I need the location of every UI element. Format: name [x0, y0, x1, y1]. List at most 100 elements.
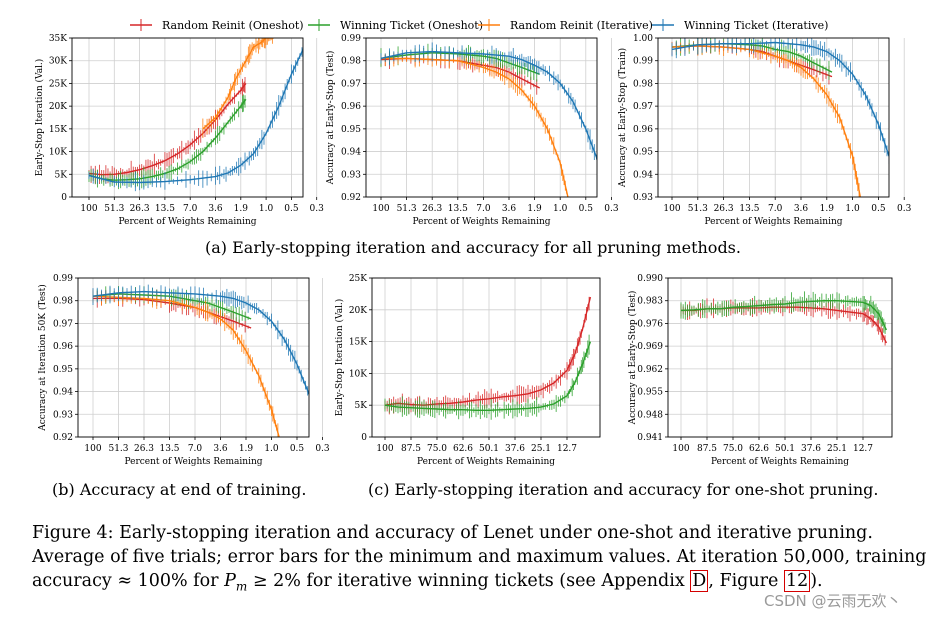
y-tick-label: 0.93: [633, 193, 653, 203]
x-axis-label: Percent of Weights Remaining: [412, 217, 550, 227]
y-tick-label: 15K: [349, 338, 367, 348]
series-random-reinit-oneshot: [680, 297, 888, 346]
caption-text: ).: [810, 571, 823, 591]
axes: 100 51.3 26.3 13.5 7.0 3.6 1.9 1.0 0.5 0.3 0.92 0.9…: [37, 274, 330, 467]
x-tick-label: 1.0: [845, 204, 860, 214]
y-tick-label: 0.98: [53, 297, 73, 307]
x-tick-label: 51.3: [397, 204, 417, 214]
x-tick-label: 62.6: [749, 444, 769, 454]
x-tick-label: 1.9: [234, 204, 249, 214]
series-line: [92, 295, 280, 437]
caption-line-1: Figure 4: Early-stopping iteration and a…: [32, 523, 873, 543]
legend-entry-random-reinit-iterative: Random Reinit (Iterative): [478, 19, 653, 32]
x-tick-label: 75.0: [427, 444, 447, 454]
y-tick-label: 0.948: [637, 410, 663, 420]
x-tick-label: 1.0: [553, 204, 568, 214]
x-tick-label: 13.5: [159, 444, 179, 454]
y-axis-label: Accuracy at Early-Stop (Test): [627, 291, 638, 426]
x-tick-label: 3.6: [213, 444, 228, 454]
figure-link[interactable]: 12: [783, 570, 811, 592]
x-axis-label: Percent of Weights Remaining: [118, 217, 256, 227]
x-tick-label: 0.3: [897, 204, 912, 214]
x-tick-label: 0.3: [604, 204, 619, 214]
y-tick-label: 0.962: [637, 365, 663, 375]
x-tick-label: 3.6: [208, 204, 223, 214]
x-tick-label: 25.1: [827, 444, 847, 454]
x-axis-label: Percent of Weights Remaining: [711, 457, 849, 467]
x-tick-label: 7.0: [476, 204, 491, 214]
legend: Random Reinit (Oneshot) Winning Ticket (…: [130, 19, 828, 32]
x-tick-label: 13.5: [739, 204, 759, 214]
series-line: [380, 50, 597, 161]
legend-entry-winning-ticket-iterative: Winning Ticket (Iterative): [652, 19, 828, 32]
y-tick-label: 0.96: [53, 342, 73, 352]
axes: 100 87.5 75.0 62.6 50.1 37.6 25.1 12.7 0.941 0.94…: [627, 274, 873, 467]
axes-frame: [667, 277, 893, 438]
x-tick-label: 26.3: [134, 444, 154, 454]
axes-frame: [71, 37, 304, 198]
x-tick-label: 51.3: [108, 444, 128, 454]
y-tick-label: 0: [361, 433, 367, 443]
y-tick-label: 0.92: [341, 193, 361, 203]
y-tick-label: 30K: [49, 57, 67, 67]
legend-entry-random-reinit-oneshot: Random Reinit (Oneshot): [130, 19, 304, 32]
chart-panels: 100 51.3 26.3 13.5 7.0 3.6 1.9 1.0 0.5 0.305K10K1…: [34, 34, 912, 467]
y-tick-label: 1.00: [633, 34, 653, 44]
series-random-reinit-iterative: [380, 51, 569, 197]
chart-a2: 100 51.3 26.3 13.5 7.0 3.6 1.9 1.0 0.5 0.3 0.92 0.9…: [325, 34, 619, 227]
axes-frame: [77, 277, 310, 438]
axes: 100 87.5 75.0 62.6 50.1 37.6 25.1 12.7 0 5K 10K 15K…: [334, 274, 577, 467]
x-tick-label: 100: [372, 204, 389, 214]
x-tick-label: 7.0: [768, 204, 783, 214]
subcaption-a: (a) Early-stopping iteration and accurac…: [205, 238, 741, 257]
x-tick-label: 1.0: [264, 444, 279, 454]
series-random-reinit-oneshot: [384, 296, 592, 415]
y-tick-label: 0.98: [633, 79, 653, 89]
figure-caption: Figure 4: Early-stopping iteration and a…: [32, 521, 927, 599]
series-line: [671, 41, 889, 159]
series-line: [681, 306, 888, 344]
y-axis-label: Early-Stop Iteration (Val.): [34, 59, 45, 177]
series-winning-ticket-iterative: [671, 38, 889, 164]
plot-area: [380, 42, 597, 197]
subcaption-c: (c) Early-stopping iteration and accurac…: [368, 480, 879, 499]
series-random-reinit-iterative: [671, 39, 861, 197]
x-tick-label: 25.1: [531, 444, 551, 454]
gridlines: [366, 37, 612, 198]
x-tick-label: 100: [663, 204, 680, 214]
x-tick-label: 26.3: [714, 204, 734, 214]
x-tick-label: 0.5: [579, 204, 594, 214]
caption-text: accuracy ≈ 100% for: [32, 571, 225, 591]
series-random-reinit-oneshot: [88, 76, 247, 184]
x-tick-label: 75.0: [723, 444, 743, 454]
x-tick-label: 0.3: [310, 204, 325, 214]
y-tick-label: 25K: [349, 274, 367, 284]
y-tick-label: 0: [61, 193, 67, 203]
axes: 100 51.3 26.3 13.5 7.0 3.6 1.9 1.0 0.5 0.3 0 5K 10K 1…: [34, 34, 324, 227]
series-line: [384, 296, 592, 406]
axes-frame: [365, 37, 598, 198]
series-line: [92, 290, 309, 396]
legend-label: Winning Ticket (Oneshot): [340, 19, 483, 32]
series-winning-ticket-iterative: [92, 284, 309, 396]
y-tick-label: 0.95: [341, 125, 361, 135]
chart-a1: 100 51.3 26.3 13.5 7.0 3.6 1.9 1.0 0.5 0.3 0 5K 10K 1…: [34, 34, 324, 227]
x-tick-label: 50.1: [479, 444, 499, 454]
chart-c2: 100 87.5 75.0 62.6 50.1 37.6 25.1 12.7 0.941 0.94…: [627, 274, 893, 467]
legend-label: Winning Ticket (Iterative): [684, 19, 828, 32]
y-tick-label: 0.983: [637, 297, 663, 307]
appendix-link[interactable]: D: [690, 570, 709, 592]
x-tick-label: 13.5: [155, 204, 175, 214]
y-tick-label: 0.96: [633, 125, 653, 135]
caption-line-2: Average of five trials; error bars for t…: [32, 547, 927, 567]
y-tick-label: 0.99: [633, 57, 653, 67]
y-tick-label: 0.93: [53, 410, 73, 420]
y-tick-label: 0.976: [637, 319, 663, 329]
chart-b: 100 51.3 26.3 13.5 7.0 3.6 1.9 1.0 0.5 0.3 0.92 0.9…: [37, 274, 330, 467]
x-tick-label: 26.3: [422, 204, 442, 214]
x-tick-label: 100: [84, 444, 101, 454]
series-winning-ticket-iterative: [88, 47, 303, 192]
y-tick-label: 10K: [349, 369, 367, 379]
x-tick-label: 0.5: [290, 444, 305, 454]
